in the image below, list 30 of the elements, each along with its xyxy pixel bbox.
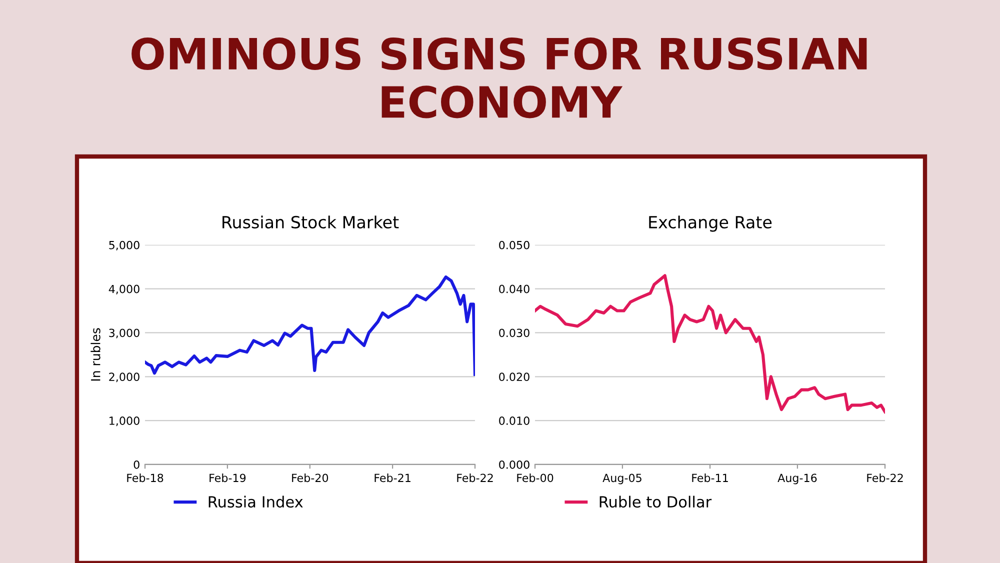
x-tick-label: Aug-05: [602, 474, 642, 484]
x-tick-label: Feb-11: [692, 474, 728, 482]
y-tick-label: 4,000: [108, 284, 140, 294]
y-tick-label: 0.020: [499, 372, 530, 382]
y-tick-label: 0.010: [499, 416, 530, 425]
chart-title: Russian Stock Market: [222, 216, 399, 228]
legend-label: Ruble to Dollar: [600, 496, 712, 508]
x-tick-label: Feb-22: [457, 474, 493, 482]
y-tick-label: 0.030: [499, 328, 530, 338]
legend-label: Russia Index: [208, 496, 303, 508]
text: OMINOUS SIGNS FOR RUSSIAN ECONOMY: [132, 37, 867, 118]
x-tick-label: Feb-00: [517, 474, 554, 482]
y-tick-label: 5,000: [109, 240, 140, 250]
x-tick-label: Aug-16: [778, 474, 817, 484]
y-tick-label: 0.000: [499, 460, 530, 469]
chart-title: Exchange Rate: [649, 216, 772, 232]
y-tick-label: 2,000: [109, 372, 140, 382]
line-series: [535, 274, 885, 414]
y-axis-title: In rubles: [90, 328, 100, 381]
y-tick-label: 0.040: [499, 284, 530, 294]
x-tick-label: Feb-19: [210, 474, 246, 482]
y-tick-label: 0: [134, 460, 140, 469]
x-tick-label: Feb-20: [292, 474, 328, 482]
x-tick-label: Feb-21: [374, 474, 410, 482]
y-tick-label: 0.050: [499, 240, 530, 250]
line-series: [145, 275, 475, 376]
x-tick-label: Feb-18: [127, 474, 164, 482]
y-tick-label: 3,000: [109, 328, 140, 338]
x-tick-label: Feb-22: [867, 474, 903, 482]
y-tick-label: 1,000: [110, 416, 140, 426]
